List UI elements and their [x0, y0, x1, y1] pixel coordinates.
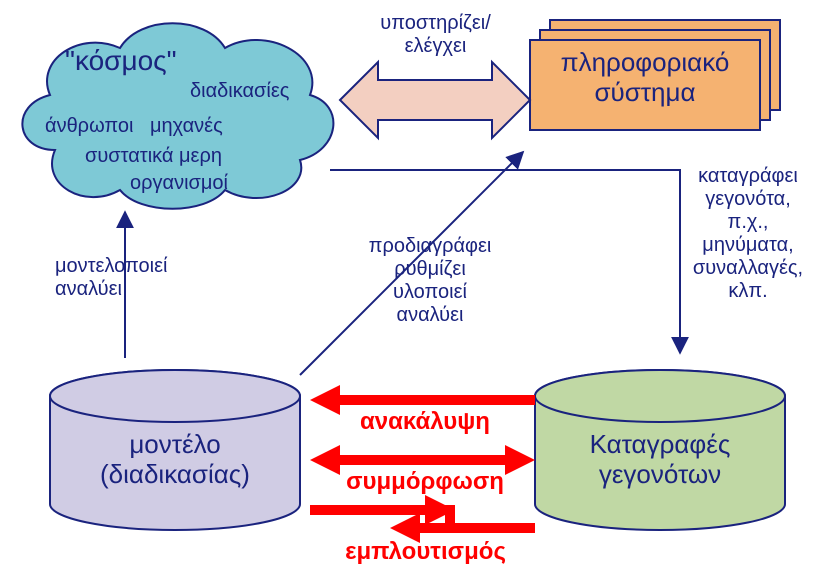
world-sub-people: άνθρωποι	[45, 115, 133, 138]
world-sub-machines: μηχανές	[150, 115, 223, 138]
enhancement-label: εμπλουτισμός	[338, 538, 513, 566]
records-label: καταγράφει γεγονότα, π.χ., μηνύματα, συν…	[688, 165, 808, 303]
supports-label: υποστηρίζει/ ελέγχει	[358, 12, 513, 58]
info-system-label: πληροφοριακό σύστημα	[530, 48, 760, 108]
event-log-label: Καταγραφές γεγονότων	[535, 430, 785, 490]
world-sub-organisms: οργανισμοί	[130, 172, 228, 195]
model-label: μοντέλο (διαδικασίας)	[50, 430, 300, 490]
models-label: μοντελοποιεί αναλύει	[55, 255, 195, 301]
specifies-label: προδιαγράφει ρυθμίζει υλοποιεί αναλύει	[355, 235, 505, 327]
conformance-label: συμμόρφωση	[340, 468, 510, 496]
discovery-label: ανακάλυψη	[350, 408, 500, 436]
supports-double-arrow	[340, 62, 530, 138]
world-sub-processes: διαδικασίες	[190, 80, 289, 103]
enhancement-arrow	[310, 495, 535, 543]
world-title: "κόσμος"	[65, 45, 177, 77]
diagram-stage: "κόσμος" διαδικασίες άνθρωποι μηχανές συ…	[0, 0, 813, 579]
world-sub-components: συστατικά μερη	[85, 145, 222, 168]
